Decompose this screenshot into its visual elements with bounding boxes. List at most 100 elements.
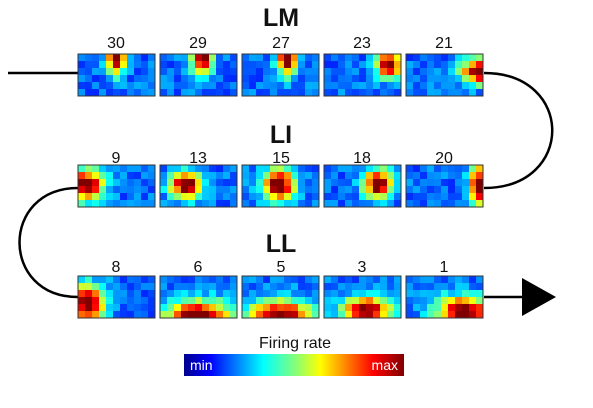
- heatmap-cell: [284, 165, 292, 173]
- heatmap-cell: [331, 290, 339, 298]
- heatmap-cell: [188, 54, 196, 62]
- heatmap-cell: [99, 165, 107, 173]
- heatmap-cell: [256, 200, 264, 208]
- heatmap-cell: [312, 61, 320, 69]
- heatmap-cell: [106, 276, 114, 284]
- heatmap-cell: [256, 165, 264, 173]
- heatmap-cell: [462, 200, 470, 208]
- heatmap-border: [405, 275, 484, 319]
- heatmap-cell: [174, 311, 182, 319]
- heatmap-cell: [202, 290, 210, 298]
- heatmap-cell: [242, 193, 250, 201]
- heatmap-cell: [106, 82, 114, 90]
- heatmap-cell: [434, 304, 442, 312]
- heatmap-cell: [380, 290, 388, 298]
- heatmap-cell: [167, 304, 175, 312]
- heatmap-cell: [420, 179, 428, 187]
- heatmap-cell: [127, 283, 135, 291]
- heatmap-cell: [141, 311, 149, 319]
- heatmap-cell: [263, 165, 271, 173]
- heatmap-cell: [113, 283, 121, 291]
- heatmap-cell: [134, 290, 142, 298]
- heatmap-cell: [160, 172, 168, 180]
- heatmap-cell: [277, 193, 285, 201]
- heatmap-cell: [174, 75, 182, 83]
- heatmap-cell: [92, 89, 100, 97]
- heatmap-cell: [413, 82, 421, 90]
- heatmap-cell: [413, 297, 421, 305]
- heatmap-cell: [85, 283, 93, 291]
- heatmap-cell: [141, 54, 149, 62]
- heatmap-cell: [331, 61, 339, 69]
- heatmap-cell: [420, 311, 428, 319]
- heatmap-cell: [455, 89, 463, 97]
- heatmap-cell: [448, 54, 456, 62]
- heatmap-panel: [241, 164, 320, 208]
- heatmap-cell: [181, 68, 189, 76]
- heatmap-border: [159, 275, 238, 319]
- heatmap-cell: [223, 304, 231, 312]
- heatmap-cell: [427, 82, 435, 90]
- heatmap-cell: [324, 297, 332, 305]
- heatmap-cell: [127, 304, 135, 312]
- heatmap-cell: [160, 75, 168, 83]
- heatmap-cell: [476, 89, 484, 97]
- heatmap-cell: [127, 276, 135, 284]
- heatmap-cell: [373, 304, 381, 312]
- heatmap-cell: [291, 75, 299, 83]
- heatmap-cell: [345, 283, 353, 291]
- heatmap-cell: [277, 179, 285, 187]
- panel-number: 30: [107, 35, 125, 52]
- panel-number: 27: [272, 35, 290, 52]
- heatmap-cell: [366, 193, 374, 201]
- heatmap-cell: [338, 193, 346, 201]
- heatmap-cell: [270, 276, 278, 284]
- heatmap-cell: [242, 186, 250, 194]
- heatmap-cell: [120, 172, 128, 180]
- heatmap-cell: [242, 75, 250, 83]
- heatmap-cell: [223, 54, 231, 62]
- heatmap-cell: [284, 276, 292, 284]
- heatmap-cell: [387, 276, 395, 284]
- heatmap-cell: [249, 276, 257, 284]
- panel-number: 15: [272, 150, 290, 167]
- heatmap-cell: [223, 61, 231, 69]
- heatmap-cell: [476, 82, 484, 90]
- heatmap-cell: [420, 304, 428, 312]
- heatmap-cell: [242, 54, 250, 62]
- heatmap-cell: [434, 290, 442, 298]
- heatmap-cell: [120, 297, 128, 305]
- heatmap-cell: [380, 75, 388, 83]
- heatmap-cell: [270, 193, 278, 201]
- heatmap-cell: [270, 304, 278, 312]
- panel-number: 6: [194, 259, 203, 276]
- heatmap-cell: [99, 304, 107, 312]
- heatmap-cell: [291, 290, 299, 298]
- heatmap-cell: [312, 68, 320, 76]
- heatmap-cell: [181, 186, 189, 194]
- heatmap-cell: [230, 186, 238, 194]
- heatmap-cell: [413, 283, 421, 291]
- heatmap-cell: [160, 165, 168, 173]
- heatmap-cell: [106, 172, 114, 180]
- heatmap-cell: [134, 172, 142, 180]
- heatmap-cell: [284, 186, 292, 194]
- heatmap-cell: [256, 276, 264, 284]
- heatmap-cell: [394, 54, 402, 62]
- heatmap-cell: [345, 179, 353, 187]
- heatmap-cell: [127, 193, 135, 201]
- heatmap-cell: [85, 200, 93, 208]
- heatmap-cell: [352, 82, 360, 90]
- heatmap-cell: [406, 304, 414, 312]
- heatmap-cell: [174, 283, 182, 291]
- heatmap-cell: [406, 179, 414, 187]
- heatmap-cell: [134, 165, 142, 173]
- heatmap-cell: [366, 179, 374, 187]
- heatmap-cell: [305, 304, 313, 312]
- heatmap-cell: [113, 200, 121, 208]
- heatmap-cell: [134, 283, 142, 291]
- heatmap-cell: [148, 61, 156, 69]
- heatmap-cell: [338, 89, 346, 97]
- heatmap-cell: [148, 193, 156, 201]
- heatmap-cell: [359, 276, 367, 284]
